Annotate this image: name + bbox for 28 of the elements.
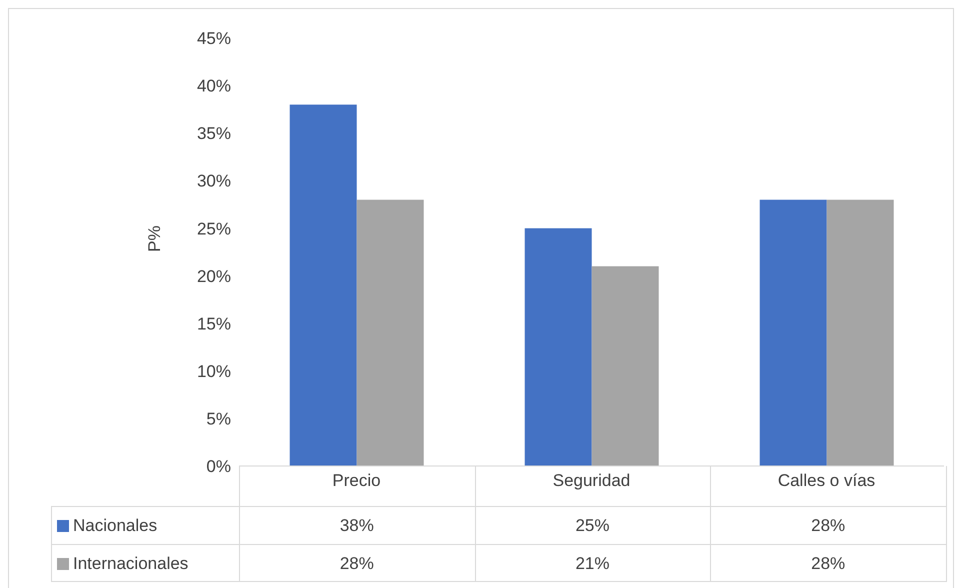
y-tick-label: 0% — [206, 457, 231, 476]
bar — [826, 200, 894, 466]
legend-label: Nacionales — [73, 516, 158, 536]
data-label: 25% — [574, 515, 610, 537]
x-tick-label: Seguridad — [552, 471, 630, 490]
x-tick-label: Precio — [332, 471, 381, 490]
x-tick-label: Calles o vías — [778, 471, 876, 490]
y-tick-label: 45% — [196, 29, 231, 48]
y-tick-label: 40% — [196, 76, 231, 96]
y-tick-label: 35% — [196, 124, 231, 144]
data-label: 38% — [338, 515, 375, 537]
legend-label: Internacionales — [73, 554, 188, 574]
data-label: 28% — [810, 515, 846, 537]
bar — [290, 104, 357, 466]
bar — [592, 266, 659, 466]
y-tick-label: 30% — [196, 172, 231, 191]
y-axis-title: P% — [145, 226, 164, 252]
bar — [760, 200, 827, 466]
bar — [524, 228, 592, 466]
y-tick-label: 25% — [196, 219, 231, 238]
y-tick-label: 5% — [206, 409, 231, 428]
y-tick-label: 15% — [196, 314, 231, 334]
y-tick-label: 10% — [196, 362, 231, 381]
data-label: 28% — [810, 553, 846, 575]
data-label: 28% — [338, 553, 375, 575]
bar — [356, 200, 424, 466]
data-label: 21% — [574, 553, 610, 575]
y-tick-label: 20% — [196, 266, 231, 286]
